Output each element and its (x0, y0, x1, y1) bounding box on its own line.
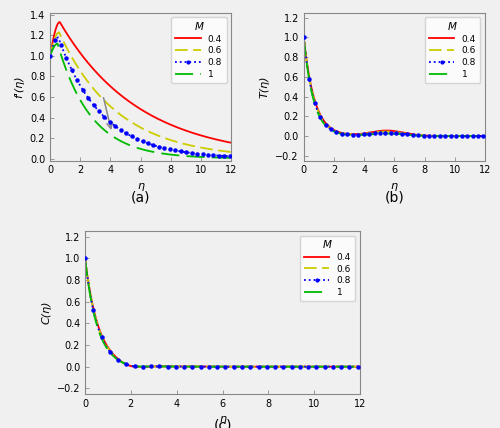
Y-axis label: f'(η): f'(η) (14, 75, 24, 98)
X-axis label: η: η (137, 181, 144, 191)
Text: (a): (a) (131, 191, 150, 205)
Legend: 0.4, 0.6, 0.8, 1: 0.4, 0.6, 0.8, 1 (300, 236, 356, 301)
X-axis label: η: η (219, 414, 226, 424)
Y-axis label: C(η): C(η) (41, 301, 51, 324)
Text: (b): (b) (384, 191, 404, 205)
Legend: 0.4, 0.6, 0.8, 1: 0.4, 0.6, 0.8, 1 (171, 18, 226, 83)
Text: (c): (c) (214, 419, 232, 428)
Y-axis label: T(η): T(η) (260, 75, 270, 98)
Legend: 0.4, 0.6, 0.8, 1: 0.4, 0.6, 0.8, 1 (424, 18, 480, 83)
X-axis label: η: η (391, 181, 398, 191)
